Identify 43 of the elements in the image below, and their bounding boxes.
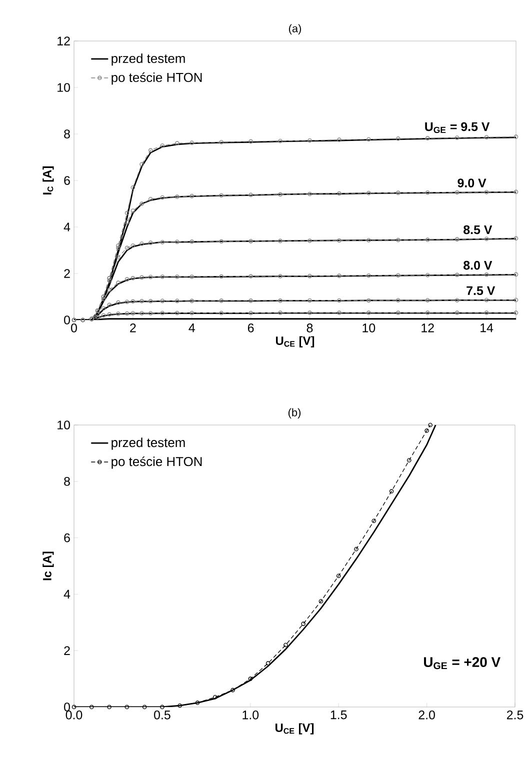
- x-tick-label: 6: [248, 324, 254, 332]
- y-tick-label: 0: [64, 702, 70, 712]
- y-axis-title: Ic [A]: [42, 552, 54, 580]
- x-tick-label: 1.5: [330, 710, 347, 720]
- chart-title: (a): [288, 24, 302, 34]
- x-axis-title: U$_{CE}$ [V]: [276, 336, 314, 348]
- annotation: U$_{GE}$ = +20 V: [424, 657, 500, 670]
- x-tick-label: 2: [130, 324, 136, 332]
- x-axis-title: U$_{CE}$ [V]: [275, 723, 314, 734]
- x-tick-label: 12: [422, 324, 434, 332]
- x-tick-label: 1.0: [242, 710, 259, 720]
- legend-label: przed testem: [112, 54, 185, 66]
- x-tick-label: 0.0: [66, 710, 82, 720]
- y-tick-label: 2: [64, 269, 70, 278]
- x-tick-label: 8: [306, 324, 313, 332]
- y-tick-label: 6: [64, 176, 70, 185]
- annotation: 8.5 V: [464, 225, 492, 234]
- x-tick-label: 10: [362, 324, 376, 332]
- legend-label: po teście HTON: [112, 456, 202, 469]
- annotation: 8.0 V: [464, 260, 492, 270]
- y-tick-label: 10: [58, 83, 70, 92]
- y-tick-label: 4: [64, 222, 70, 232]
- x-tick-label: 4: [188, 324, 195, 332]
- x-tick-label: 2.5: [506, 710, 524, 720]
- chart-title: (b): [288, 408, 301, 418]
- y-tick-label: 12: [58, 36, 70, 46]
- x-tick-label: 0: [71, 324, 77, 332]
- y-tick-label: 4: [64, 590, 70, 598]
- legend-label: po teście HTON: [112, 72, 202, 85]
- x-tick-label: 0.5: [154, 710, 170, 720]
- y-tick-label: 2: [64, 646, 70, 655]
- annotation: U$_{GE}$ = 9.5 V: [425, 122, 490, 133]
- y-tick-label: 10: [58, 420, 70, 430]
- y-tick-label: 8: [64, 476, 70, 486]
- x-tick-label: 14: [480, 324, 494, 332]
- legend-label: przed testem: [112, 438, 185, 450]
- y-tick-label: 8: [64, 130, 70, 138]
- x-tick-label: 2.0: [418, 710, 435, 720]
- y-tick-label: 6: [64, 533, 70, 542]
- y-axis-title: I$_{C}$ [A]: [42, 166, 54, 194]
- y-tick-label: 0: [64, 316, 70, 324]
- annotation: 9.0 V: [458, 178, 486, 188]
- annotation: 7.5 V: [466, 286, 496, 296]
